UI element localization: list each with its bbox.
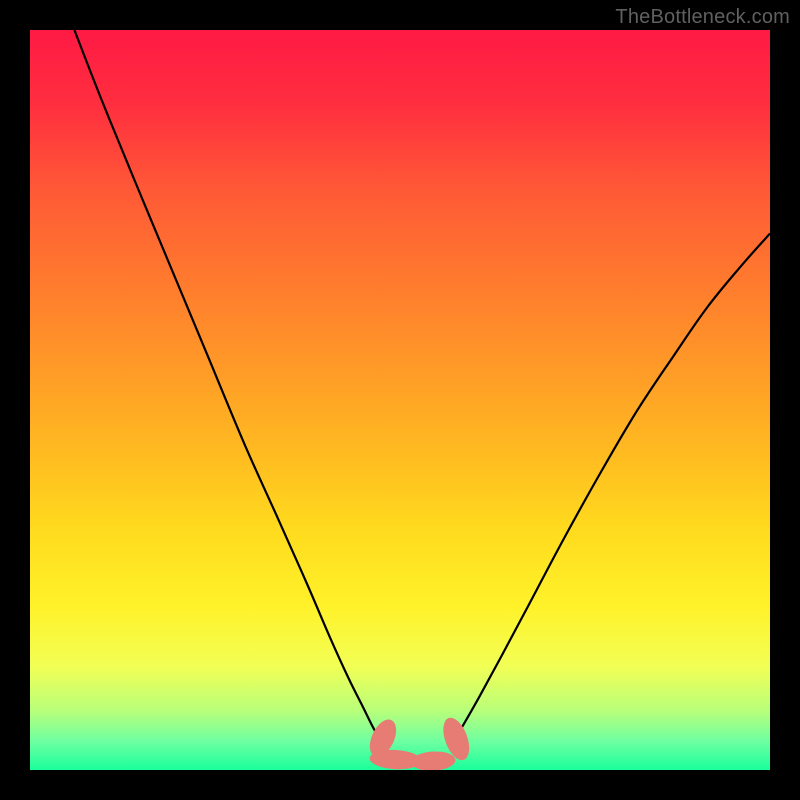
- right-branch-curve: [452, 234, 770, 745]
- watermark-text: TheBottleneck.com: [615, 6, 790, 29]
- pill-marker-2: [411, 750, 456, 770]
- plot-area: [30, 30, 770, 770]
- left-branch-curve: [74, 30, 383, 744]
- curve-overlay: [30, 30, 770, 770]
- chart-container: TheBottleneck.com: [0, 0, 800, 800]
- bottom-markers: [364, 714, 474, 770]
